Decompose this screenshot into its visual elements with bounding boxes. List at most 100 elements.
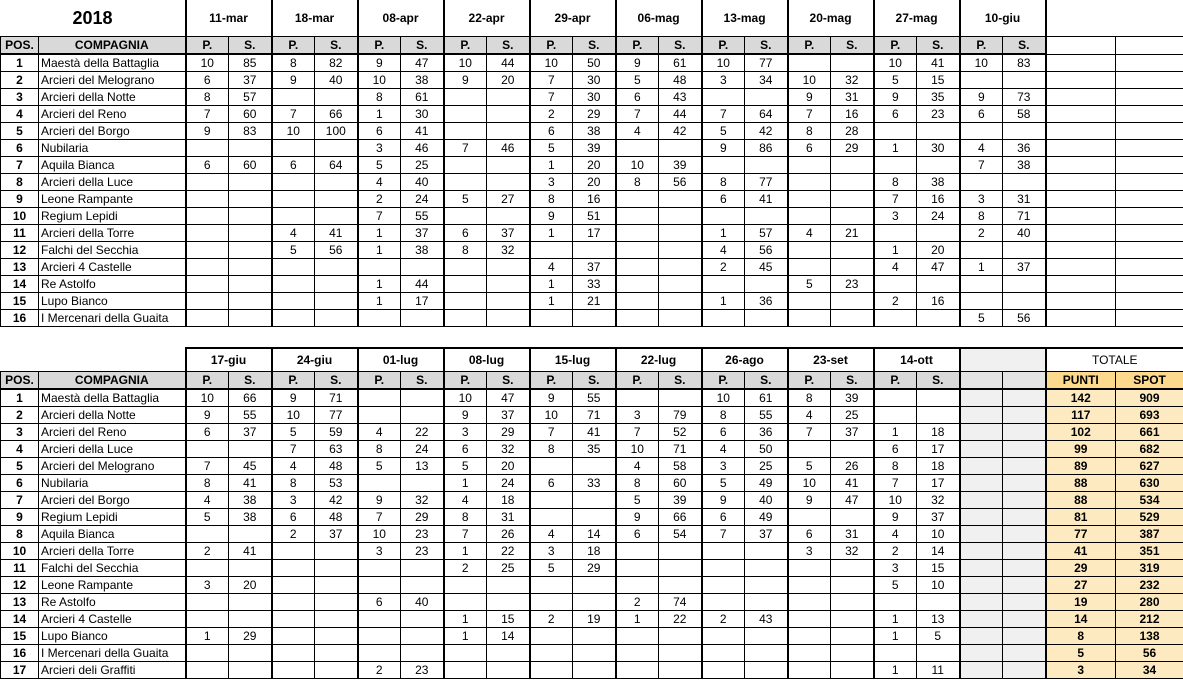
empty-cell [958,440,1004,458]
table-row: 4 Arcieri della Luce 7 63 8 24 6 32 8 35 10 71 4 50 6 1… [0,440,1183,458]
spot-cell [228,525,272,543]
points-cell [442,644,487,662]
points-cell: 4 [614,122,660,140]
spot-cell [314,559,358,577]
table-row: 9 Leone Rampante 2 24 5 27 8 16 6 41 7 16 3 31 [0,190,1183,208]
date-header: 10-giu [958,0,1047,37]
spot-cell: 17 [572,224,617,242]
table-row: 6 Nubilaria 3 46 7 46 5 39 9 86 6 29 1 30 4 36 [0,139,1183,157]
points-header: P. [872,36,918,55]
empty-cell [1115,241,1183,259]
spot-cell: 23 [400,661,444,679]
spot-cell [486,122,531,140]
total-points-cell: 29 [1044,559,1117,577]
points-cell: 7 [442,139,488,157]
company-name-cell: I Mercenari della Guaita [37,309,187,327]
points-cell: 6 [270,156,316,174]
position-cell: 5 [0,122,39,140]
spot-cell: 56 [658,173,703,191]
spot-cell: 77 [744,173,789,191]
points-cell [700,207,746,225]
position-cell: 11 [0,224,39,242]
points-cell: 8 [786,388,831,407]
spot-cell: 39 [658,156,703,174]
spot-cell [486,593,530,611]
spot-cell: 41 [572,423,616,441]
spot-cell [486,105,531,123]
spot-cell: 29 [830,139,875,157]
spot-cell: 18 [915,423,961,441]
spot-cell: 53 [314,474,358,492]
spot-cell [830,661,874,679]
spot-cell [314,173,359,191]
spot-cell [228,207,273,225]
points-cell [356,559,401,577]
spot-cell [228,224,273,242]
company-name-cell: Arcieri del Melograno [37,71,187,89]
points-cell [270,88,316,106]
position-cell: 8 [0,173,39,191]
total-spot-cell: 387 [1115,525,1183,543]
points-cell [958,173,1004,191]
spot-cell: 54 [658,525,702,543]
points-cell: 9 [184,122,230,140]
points-cell: 9 [442,406,487,424]
total-points-cell: 142 [1044,388,1117,407]
spot-cell: 19 [572,610,616,628]
spot-cell [486,576,530,594]
spot-cell: 39 [830,388,874,407]
empty-cell [1044,241,1117,259]
points-cell [700,156,746,174]
empty-cell [1044,224,1117,242]
date-header: 23-set [786,347,874,372]
points-cell: 5 [442,190,488,208]
company-name-cell: I Mercenari della Guaita [38,644,186,662]
points-cell: 4 [872,258,918,276]
points-cell: 5 [442,457,487,475]
spot-cell [916,156,961,174]
points-cell: 1 [700,292,746,310]
empty-date-header [958,347,1047,372]
points-cell: 7 [442,525,487,543]
table-row: 6 Nubilaria 8 41 8 53 1 24 6 33 8 60 5 49 10 41 7 17 88 630 [0,474,1183,492]
date-header: 01-lug [356,347,444,372]
points-cell: 10 [270,406,315,424]
points-cell: 6 [786,525,831,543]
points-cell [700,542,745,560]
points-cell [700,275,746,293]
spot-cell [658,559,702,577]
spot-header: S. [314,36,359,55]
empty-cell [1044,258,1117,276]
spot-cell [658,661,702,679]
spot-cell: 37 [744,525,788,543]
spot-cell [658,207,703,225]
points-cell [614,241,660,259]
spot-cell: 37 [486,406,530,424]
spot-cell: 46 [400,139,445,157]
company-name-cell: Arcieri della Luce [37,173,187,191]
spot-cell: 45 [228,457,272,475]
points-cell: 8 [700,173,746,191]
company-name-cell: Nubilaria [37,139,187,157]
totals-header: TOTALE [1044,347,1183,372]
points-cell: 3 [700,457,745,475]
spot-cell: 22 [658,610,702,628]
points-cell: 10 [442,388,487,407]
table-row: 10 Regium Lepidi 7 55 9 51 3 24 8 71 [0,207,1183,225]
total-spot-cell: 529 [1115,508,1183,526]
points-cell: 10 [872,491,917,509]
points-cell [786,309,832,327]
spot-cell: 55 [572,388,616,407]
total-points-cell: 89 [1044,457,1117,475]
spot-cell [572,576,616,594]
points-cell [442,292,488,310]
position-cell: 2 [0,406,39,424]
points-cell: 6 [958,105,1004,123]
points-cell: 1 [184,627,229,645]
position-cell: 4 [0,105,39,123]
points-cell: 5 [356,457,401,475]
date-header: 20-mag [786,0,875,37]
empty-cell [1115,190,1183,208]
spot-cell: 23 [830,275,875,293]
date-header: 11-mar [184,0,273,37]
